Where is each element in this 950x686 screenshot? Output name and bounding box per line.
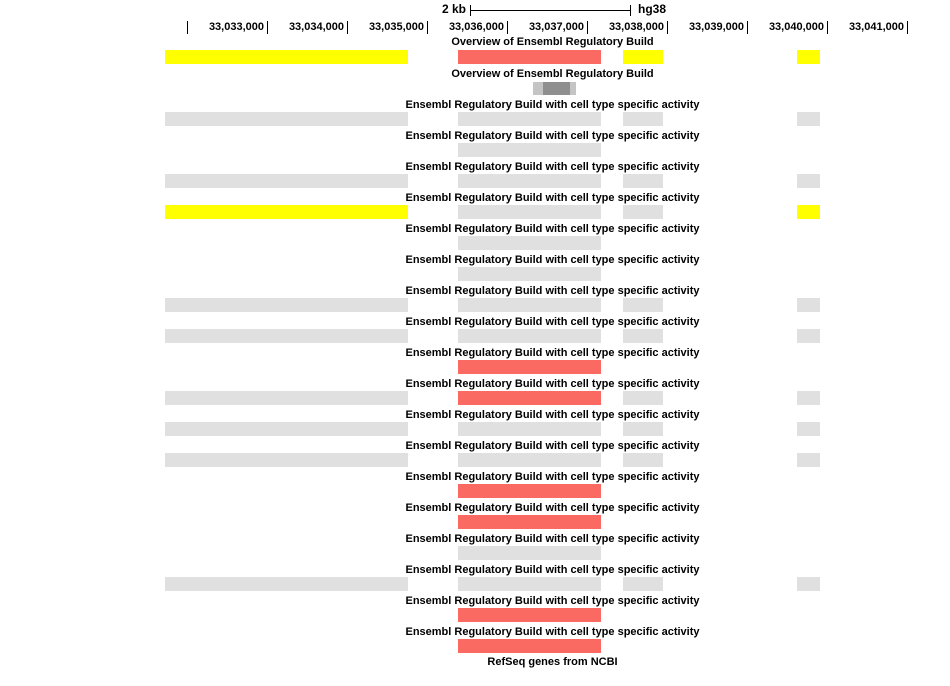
ruler-tick <box>827 21 828 34</box>
cell-type-track-18-feature-b[interactable] <box>458 639 601 653</box>
cell-type-track-1-feature-a[interactable] <box>165 112 408 126</box>
cell-type-track-4-feature-b[interactable] <box>458 205 601 219</box>
cell-type-track-11-feature-b[interactable] <box>458 422 601 436</box>
cell-type-track-3-feature-d[interactable] <box>797 174 820 188</box>
cell-type-track-16-label[interactable]: Ensembl Regulatory Build with cell type … <box>405 564 700 576</box>
cell-type-track-1-label[interactable]: Ensembl Regulatory Build with cell type … <box>405 99 700 111</box>
cell-type-track-3-feature-b[interactable] <box>458 174 601 188</box>
cell-type-track-8-feature-b[interactable] <box>458 329 601 343</box>
cell-type-track-3-feature-a[interactable] <box>165 174 408 188</box>
cell-type-track-6-feature-b[interactable] <box>458 267 601 281</box>
cell-type-track-11-feature-c[interactable] <box>623 422 663 436</box>
overview-track-feature-a[interactable] <box>165 50 408 64</box>
ruler-tick <box>267 21 268 34</box>
cell-type-track-14-label[interactable]: Ensembl Regulatory Build with cell type … <box>405 502 700 514</box>
cell-type-track-2-feature-b[interactable] <box>458 143 601 157</box>
cell-type-track-17-feature-b[interactable] <box>458 608 601 622</box>
overview-detail-track-label[interactable]: Overview of Ensembl Regulatory Build <box>451 68 654 80</box>
cell-type-track-11-feature-a[interactable] <box>165 422 408 436</box>
cell-type-track-12-feature-d[interactable] <box>797 453 820 467</box>
cell-type-track-1-feature-c[interactable] <box>623 112 663 126</box>
cell-type-track-16-feature-d[interactable] <box>797 577 820 591</box>
cell-type-track-12-feature-a[interactable] <box>165 453 408 467</box>
cell-type-track-8-feature-a[interactable] <box>165 329 408 343</box>
cell-type-track-11-label[interactable]: Ensembl Regulatory Build with cell type … <box>405 409 700 421</box>
cell-type-track-4-feature-d[interactable] <box>797 205 820 219</box>
overview-track-feature-d[interactable] <box>797 50 820 64</box>
cell-type-track-7-feature-d[interactable] <box>797 298 820 312</box>
overview-track-feature-b[interactable] <box>458 50 601 64</box>
cell-type-track-10-feature-d[interactable] <box>797 391 820 405</box>
ruler-tick <box>747 21 748 34</box>
ruler-tick-label: 33,035,000 <box>368 21 424 33</box>
overview-detail-track-feature-g1[interactable] <box>533 82 543 95</box>
cell-type-track-8-label[interactable]: Ensembl Regulatory Build with cell type … <box>405 316 700 328</box>
cell-type-track-8-feature-d[interactable] <box>797 329 820 343</box>
cell-type-track-13-feature-b[interactable] <box>458 484 601 498</box>
cell-type-track-9-feature-b[interactable] <box>458 360 601 374</box>
cell-type-track-5-label[interactable]: Ensembl Regulatory Build with cell type … <box>405 223 700 235</box>
cell-type-track-5-feature-b[interactable] <box>458 236 601 250</box>
ruler-tick <box>187 21 188 34</box>
cell-type-track-4-feature-a[interactable] <box>165 205 408 219</box>
ruler-tick-label: 33,034,000 <box>288 21 344 33</box>
cell-type-track-10-label[interactable]: Ensembl Regulatory Build with cell type … <box>405 378 700 390</box>
cell-type-track-12-feature-b[interactable] <box>458 453 601 467</box>
ruler-tick <box>667 21 668 34</box>
ruler-tick-label: 33,036,000 <box>448 21 504 33</box>
cell-type-track-8-feature-c[interactable] <box>623 329 663 343</box>
cell-type-track-15-feature-b[interactable] <box>458 546 601 560</box>
cell-type-track-6-label[interactable]: Ensembl Regulatory Build with cell type … <box>405 254 700 266</box>
cell-type-track-16-feature-a[interactable] <box>165 577 408 591</box>
ruler-tick <box>587 21 588 34</box>
ruler-tick-label: 33,040,000 <box>768 21 824 33</box>
cell-type-track-4-feature-c[interactable] <box>623 205 663 219</box>
overview-track-feature-c[interactable] <box>623 50 663 64</box>
cell-type-track-2-label[interactable]: Ensembl Regulatory Build with cell type … <box>405 130 700 142</box>
ruler-tick-label: 33,033,000 <box>208 21 264 33</box>
cell-type-track-7-feature-b[interactable] <box>458 298 601 312</box>
cell-type-track-1-feature-d[interactable] <box>797 112 820 126</box>
cell-type-track-12-feature-c[interactable] <box>623 453 663 467</box>
cell-type-track-10-feature-a[interactable] <box>165 391 408 405</box>
overview-detail-track-feature-g3[interactable] <box>570 82 576 95</box>
cell-type-track-17-label[interactable]: Ensembl Regulatory Build with cell type … <box>405 595 700 607</box>
scale-bar-right-cap <box>630 5 631 16</box>
cell-type-track-9-label[interactable]: Ensembl Regulatory Build with cell type … <box>405 347 700 359</box>
ruler-tick-label: 33,038,000 <box>608 21 664 33</box>
cell-type-track-15-label[interactable]: Ensembl Regulatory Build with cell type … <box>405 533 700 545</box>
cell-type-track-16-feature-c[interactable] <box>623 577 663 591</box>
cell-type-track-7-feature-a[interactable] <box>165 298 408 312</box>
cell-type-track-10-feature-c[interactable] <box>623 391 663 405</box>
ruler-tick <box>347 21 348 34</box>
cell-type-track-11-feature-d[interactable] <box>797 422 820 436</box>
ruler-tick <box>507 21 508 34</box>
cell-type-track-13-label[interactable]: Ensembl Regulatory Build with cell type … <box>405 471 700 483</box>
assembly-label: hg38 <box>638 2 667 16</box>
ruler-tick-label: 33,039,000 <box>688 21 744 33</box>
cell-type-track-3-feature-c[interactable] <box>623 174 663 188</box>
cell-type-track-3-label[interactable]: Ensembl Regulatory Build with cell type … <box>405 161 700 173</box>
scale-bar-label: 2 kb <box>441 2 466 16</box>
cell-type-track-16-feature-b[interactable] <box>458 577 601 591</box>
cell-type-track-7-feature-c[interactable] <box>623 298 663 312</box>
ruler-tick <box>427 21 428 34</box>
cell-type-track-1-feature-b[interactable] <box>458 112 601 126</box>
cell-type-track-10-feature-b[interactable] <box>458 391 601 405</box>
overview-detail-track-feature-g2[interactable] <box>543 82 570 95</box>
cell-type-track-4-label[interactable]: Ensembl Regulatory Build with cell type … <box>405 192 700 204</box>
cell-type-track-14-feature-b[interactable] <box>458 515 601 529</box>
scale-bar-line <box>470 10 631 11</box>
cell-type-track-18-label[interactable]: Ensembl Regulatory Build with cell type … <box>405 626 700 638</box>
cell-type-track-7-label[interactable]: Ensembl Regulatory Build with cell type … <box>405 285 700 297</box>
cell-type-track-12-label[interactable]: Ensembl Regulatory Build with cell type … <box>405 440 700 452</box>
refseq-track-label[interactable]: RefSeq genes from NCBI <box>487 656 618 668</box>
overview-track-label[interactable]: Overview of Ensembl Regulatory Build <box>451 36 654 48</box>
ruler-tick <box>907 21 908 34</box>
ruler-tick-label: 33,041,000 <box>848 21 904 33</box>
ruler-tick-label: 33,037,000 <box>528 21 584 33</box>
